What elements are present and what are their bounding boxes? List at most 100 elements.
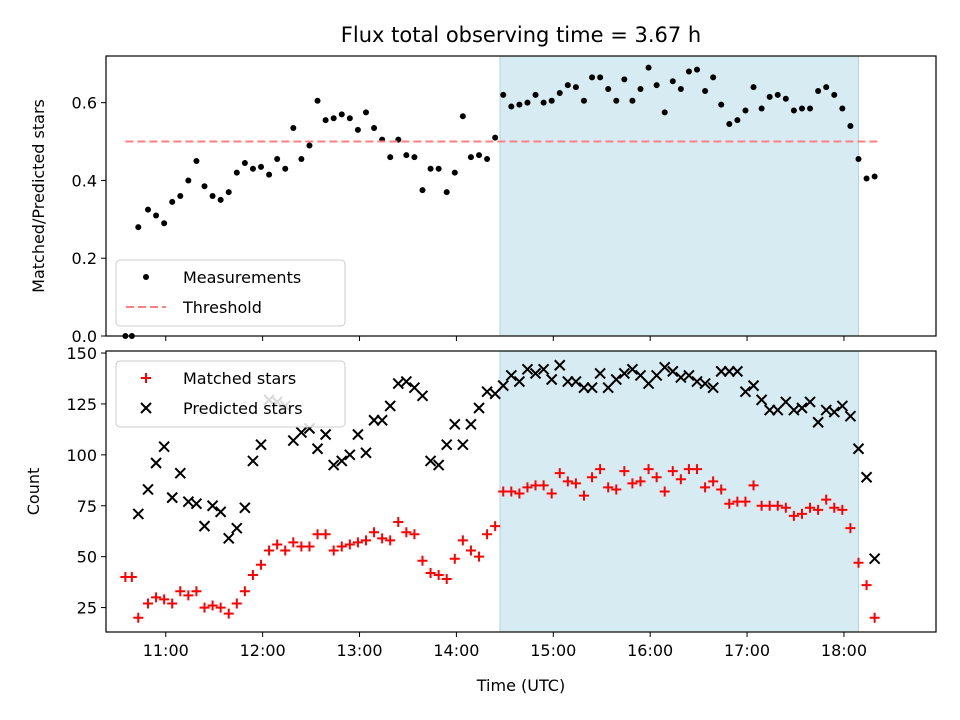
data-point: [174, 467, 186, 479]
data-point: [159, 594, 170, 605]
data-point: [241, 159, 248, 166]
legend: Measurements Threshold: [115, 259, 346, 327]
data-point: [377, 533, 388, 544]
data-point: [209, 193, 216, 199]
y-tick-label: 75: [77, 497, 97, 516]
data-point: [548, 97, 555, 104]
data-point: [710, 74, 717, 81]
x-tick-label: 18:00: [821, 641, 867, 660]
data-point: [589, 74, 596, 81]
data-point: [151, 592, 162, 603]
data-point: [780, 502, 791, 513]
data-point: [158, 440, 170, 453]
data-point: [524, 99, 531, 106]
data-point: [570, 478, 581, 489]
data-point: [369, 527, 380, 538]
data-point: [540, 99, 547, 106]
data-point: [183, 590, 194, 601]
legend-label: Measurements: [183, 268, 301, 287]
data-point: [393, 517, 404, 528]
data-point: [570, 375, 582, 388]
data-point: [812, 416, 824, 428]
data-point: [774, 91, 781, 98]
legend-label: Matched stars: [183, 369, 296, 388]
data-point: [266, 171, 273, 178]
data-point: [675, 474, 686, 485]
data-point: [411, 154, 418, 161]
data-point: [161, 220, 168, 227]
data-point: [750, 84, 757, 91]
data-point: [207, 600, 218, 611]
axes-frame: [105, 350, 937, 633]
data-point: [135, 224, 142, 231]
data-point: [153, 212, 160, 219]
data-point: [852, 443, 865, 455]
data-point: [855, 156, 862, 163]
data-point: [432, 459, 445, 471]
data-point: [702, 88, 709, 94]
data-point: [346, 115, 353, 122]
data-point: [796, 508, 807, 519]
data-point: [611, 484, 622, 495]
data-point: [198, 520, 211, 532]
data-point: [384, 400, 396, 412]
data-point: [845, 523, 856, 534]
data-point: [748, 480, 759, 491]
data-point: [538, 480, 549, 491]
data-point: [610, 373, 622, 386]
data-point: [766, 93, 773, 100]
data-point: [605, 86, 612, 93]
data-point: [223, 532, 235, 545]
data-point: [314, 97, 321, 104]
data-point: [860, 471, 873, 483]
data-point: [578, 490, 589, 501]
data-point: [683, 369, 695, 382]
series-measurements: [122, 64, 878, 339]
data-point: [645, 64, 652, 71]
data-point: [427, 165, 434, 172]
data-point: [500, 91, 507, 98]
data-point: [223, 608, 234, 619]
y-tick-label: 25: [77, 599, 97, 618]
data-point: [467, 154, 474, 161]
legend-box: [115, 360, 346, 428]
data-point: [742, 107, 749, 114]
data-point: [150, 457, 162, 469]
data-point: [621, 76, 628, 83]
data-point: [433, 569, 444, 580]
data-point: [667, 365, 679, 378]
data-point: [861, 580, 872, 591]
data-point: [798, 105, 805, 112]
data-point: [637, 86, 644, 93]
data-point: [409, 529, 420, 540]
data-point: [191, 586, 202, 597]
legend: Matched stars Predicted stars: [115, 360, 346, 428]
series-matched-stars: [120, 464, 880, 623]
data-point: [328, 545, 339, 556]
data-point: [255, 438, 267, 451]
legend-label: Predicted stars: [183, 399, 303, 418]
data-point: [484, 156, 491, 163]
data-point: [659, 486, 670, 497]
data-point: [492, 134, 499, 141]
data-point: [247, 455, 259, 467]
data-point: [336, 541, 347, 552]
legend-marker: [143, 274, 149, 280]
data-point: [545, 373, 558, 386]
data-point: [206, 500, 219, 512]
data-point: [546, 488, 557, 499]
data-point: [815, 88, 822, 94]
data-point: [508, 103, 515, 110]
data-point: [360, 535, 371, 546]
data-point: [651, 472, 662, 483]
data-point: [449, 418, 461, 431]
data-point: [731, 365, 744, 378]
data-point: [603, 482, 614, 493]
data-point: [595, 464, 606, 475]
data-point: [626, 363, 639, 376]
data-point: [739, 386, 752, 398]
data-point: [572, 84, 579, 91]
bottom-panel: 11:00 12:00 13:00 14:00 15:00 16:00 17:00 18:00…: [24, 344, 937, 660]
data-point: [831, 91, 838, 98]
data-point: [465, 418, 477, 431]
